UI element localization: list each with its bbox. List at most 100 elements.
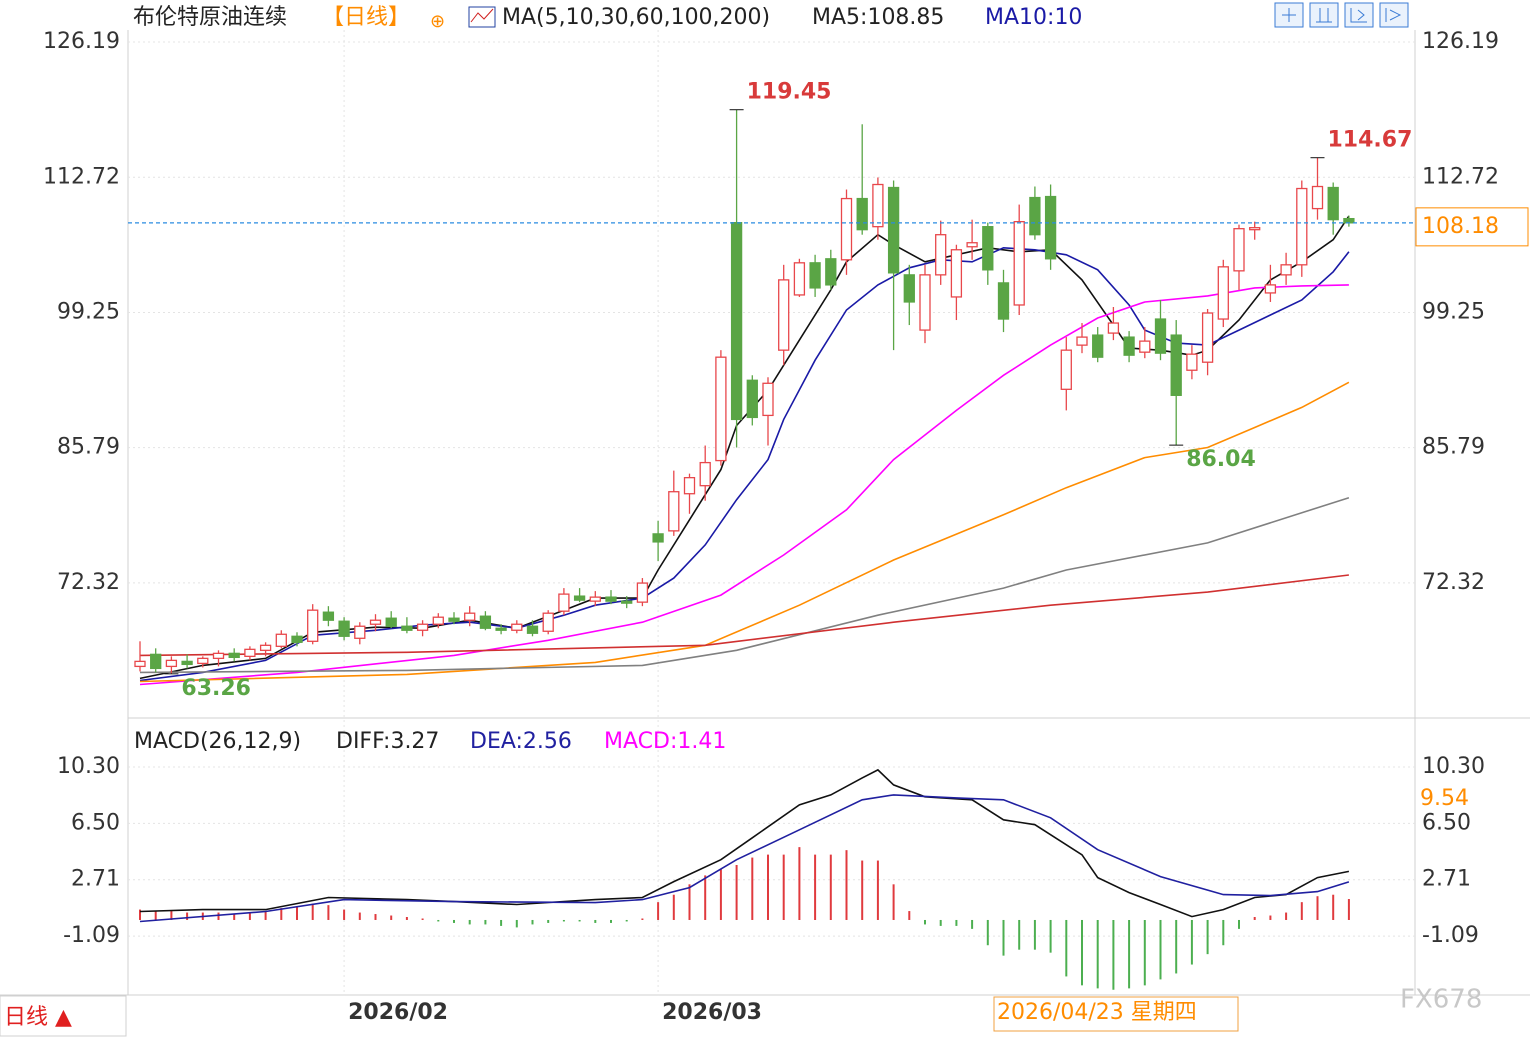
candle-body [950,249,963,298]
candle-body [212,652,225,660]
y-tick-label: -1.09 [63,923,120,948]
candle-body [1217,266,1229,320]
candle-body [1201,312,1214,363]
add-icon[interactable]: ⊕ [430,11,445,32]
candle-body [479,615,492,629]
candle-body [573,595,586,601]
ma5-label: MA5:108.85 [812,5,944,30]
candle-body [1186,353,1198,371]
candle-body [1327,186,1339,221]
candle-body [715,356,727,462]
marks [128,109,1415,990]
candle-body [338,620,350,637]
grid [128,30,1415,995]
y-tick-label-right: 2.71 [1422,867,1471,892]
candle-body [181,660,193,666]
candle-body [511,623,523,631]
y-tick-label-right: -1.09 [1422,923,1479,948]
candle-body [291,635,303,643]
candle-body [165,659,178,668]
candle-body [856,197,868,231]
candle-body [150,653,162,670]
candle-body [982,226,994,271]
y-tick-label-right: 126.19 [1422,29,1499,54]
indicator-line [139,794,1350,923]
ma-label: MA(5,10,30,60,100,200) [502,5,770,30]
macd-label: MACD:1.41 [604,729,726,754]
candle-body [244,648,256,658]
candle-body [887,186,900,274]
candle-body [699,461,711,487]
candle-body [197,657,209,665]
y-tick-label: 72.32 [57,570,120,595]
candle-body [416,623,429,631]
chart-title: 布伦特原油连续 [133,5,287,30]
candle-body [762,382,774,417]
candle-body [778,279,790,351]
high-label: 114.67 [1328,128,1413,153]
candle-body [746,379,758,419]
last-price-label: 108.18 [1422,214,1499,239]
indicator-line [139,381,1350,683]
cursor-value: 9.54 [1420,786,1469,811]
candle-body [275,633,287,647]
y-tick-label: 10.30 [57,754,120,779]
y-tick-label-right: 99.25 [1422,300,1485,325]
candle-body [1139,340,1151,353]
candle-body [809,262,821,289]
candle-body [369,619,382,625]
candle-body [495,627,507,631]
candle-body [652,533,664,543]
candle-body [1060,349,1072,390]
candle-body [558,593,570,612]
period-button-label[interactable]: 日线 ▲ [4,1005,72,1030]
macd-title: MACD(26,12,9) [134,729,301,754]
period-button[interactable] [0,995,127,1037]
last-price-box [1415,207,1529,247]
tool-button[interactable] [1344,2,1374,28]
candle-body [919,274,931,331]
candle-body [1029,196,1041,236]
candle-body [307,609,319,642]
candle-body [1170,334,1182,396]
candle-body [1264,284,1277,294]
y-tick-label: 2.71 [71,867,120,892]
ma-icon-line [470,8,494,23]
low-label: 86.04 [1186,447,1256,472]
watermark: FX678 [1400,985,1482,1015]
candle-body [1076,336,1088,346]
high-label: 119.45 [747,80,832,105]
candle-body [1311,185,1324,210]
candle-body [825,258,837,286]
candle-body [793,262,806,296]
candle-body [1296,187,1308,266]
candle-body [259,644,272,651]
candle-body [966,242,978,248]
ma-icon[interactable] [468,6,496,28]
tool-button[interactable] [1309,2,1339,28]
candle-body [1013,221,1025,306]
candle-body [401,625,413,631]
dea-label: DEA:2.56 [470,729,572,754]
candle-body [903,274,915,303]
indicator-line [139,574,1349,657]
candle-body [448,617,460,622]
y-tick-label: 126.19 [43,29,120,54]
candle-body [683,477,696,495]
diff-label: DIFF:3.27 [336,729,439,754]
candle-body [464,612,476,621]
candle-body [134,660,146,668]
candle-body [589,596,601,602]
candle-body [432,616,444,625]
candle-body [322,611,335,621]
cursor-date: 2026/04/23 星期四 [997,1000,1197,1025]
low-label: 63.26 [181,676,251,701]
tool-button[interactable] [1379,2,1409,28]
candle-body [605,596,617,602]
y-tick-label-right: 72.32 [1422,570,1485,595]
candle-body [228,652,240,659]
candle-body [840,197,853,261]
candle-body [935,234,947,276]
